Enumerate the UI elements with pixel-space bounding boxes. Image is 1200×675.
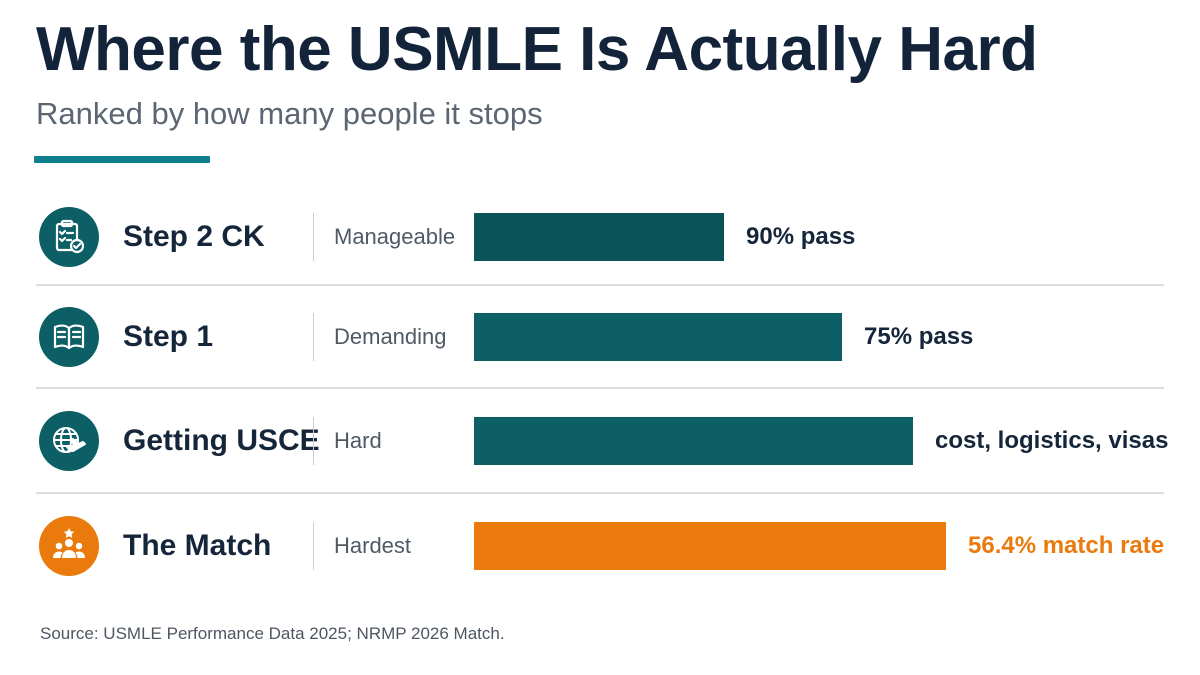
bar-step-2-ck bbox=[474, 213, 724, 261]
clipboard-check-icon bbox=[39, 207, 99, 267]
row-divider bbox=[313, 522, 314, 570]
value-label-step-1: 75% pass bbox=[864, 323, 974, 350]
difficulty-label-getting-usce: Hard bbox=[334, 428, 382, 453]
group-star-icon bbox=[39, 516, 99, 576]
bar-the-match bbox=[474, 522, 946, 570]
row-divider bbox=[313, 313, 314, 361]
chart-title: Where the USMLE Is Actually Hard bbox=[36, 15, 1038, 84]
row-divider bbox=[313, 213, 314, 261]
category-label-step-1: Step 1 bbox=[123, 320, 214, 353]
chart-subtitle: Ranked by how many people it stops bbox=[36, 96, 543, 131]
category-label-step-2-ck: Step 2 CK bbox=[123, 220, 265, 253]
category-label-the-match: The Match bbox=[123, 529, 272, 562]
bar-getting-usce bbox=[474, 417, 913, 465]
value-label-the-match: 56.4% match rate bbox=[968, 532, 1165, 559]
value-label-getting-usce: cost, logistics, visas bbox=[935, 427, 1169, 454]
globe-plane-icon bbox=[39, 411, 99, 471]
row-separator bbox=[36, 387, 1164, 389]
title-accent-bar bbox=[34, 156, 210, 163]
value-label-step-2-ck: 90% pass bbox=[746, 223, 856, 250]
bar-step-1 bbox=[474, 313, 842, 361]
difficulty-label-step-2-ck: Manageable bbox=[334, 224, 456, 249]
row-separator bbox=[36, 492, 1164, 494]
category-label-getting-usce: Getting USCE bbox=[123, 424, 320, 457]
row-divider bbox=[313, 417, 314, 465]
source-note: Source: USMLE Performance Data 2025; NRM… bbox=[40, 624, 505, 643]
difficulty-label-the-match: Hardest bbox=[334, 533, 412, 558]
open-book-icon bbox=[39, 307, 99, 367]
row-separator bbox=[36, 284, 1164, 286]
difficulty-label-step-1: Demanding bbox=[334, 324, 447, 349]
